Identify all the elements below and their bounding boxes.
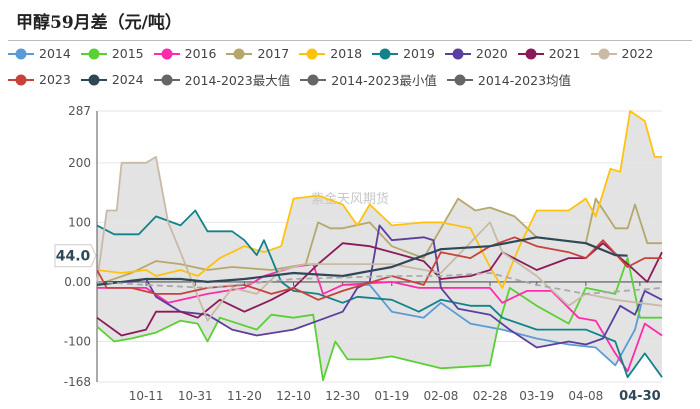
legend-item-2017[interactable]: 2017 — [226, 46, 289, 61]
legend-label: 2019 — [403, 46, 435, 61]
x-tick-label: 03-19 — [519, 389, 554, 403]
series-line-2018[interactable] — [96, 110, 662, 289]
series-line-2024[interactable] — [96, 236, 628, 286]
series-line-2017[interactable] — [96, 197, 662, 286]
y-tick-label: 200 — [68, 156, 91, 170]
legend-label: 2023 — [39, 72, 71, 87]
legend-marker-icon — [226, 48, 253, 59]
legend-item-2014-2023最小值[interactable]: 2014-2023最小值 — [300, 70, 437, 89]
legend-item-2023[interactable]: 2023 — [8, 70, 71, 89]
series-line-2019[interactable] — [96, 209, 663, 379]
legend-marker-icon — [590, 48, 617, 59]
legend-marker-icon — [153, 48, 180, 59]
y-tick-label: -100 — [64, 334, 91, 348]
legend-marker-icon — [8, 48, 34, 59]
legend-label: 2014-2023最小值 — [331, 73, 437, 88]
legend-item-2015[interactable]: 2015 — [80, 46, 144, 61]
x-tick-label: 02-08 — [423, 389, 458, 403]
legend-item-2019[interactable]: 2019 — [372, 46, 435, 61]
y-tick-label: -168 — [64, 375, 91, 389]
legend-label: 2018 — [330, 46, 363, 61]
legend-label: 2014-2023均值 — [477, 73, 572, 88]
chart-title: 甲醇59月差（元/吨） — [16, 13, 182, 33]
x-tick-label: 02-28 — [473, 389, 508, 403]
x-tick-label: 10-11 — [129, 389, 164, 403]
series-line-2015[interactable] — [96, 257, 662, 382]
legend-marker-icon — [444, 48, 471, 59]
x-tick-label: 12-10 — [276, 389, 311, 403]
legend-marker-icon — [80, 74, 107, 85]
legend-marker-icon — [153, 74, 180, 85]
legend-marker-icon — [372, 48, 399, 59]
y-tick-label: 0.00 — [64, 275, 91, 289]
legend-item-2018[interactable]: 2018 — [299, 46, 362, 61]
legend-label: 2015 — [111, 46, 144, 61]
legend-marker-icon — [80, 48, 107, 59]
y-pointer-box — [54, 244, 97, 268]
x-tick-label: 12-30 — [325, 389, 360, 403]
legend-label: 2022 — [621, 46, 654, 61]
legend-marker-icon — [8, 74, 34, 85]
y-tick-label: 100 — [68, 215, 91, 229]
legend-marker-icon — [517, 48, 544, 59]
legend-marker-icon — [446, 74, 473, 85]
legend-item-2021[interactable]: 2021 — [517, 46, 581, 61]
legend-item-2014-2023均值[interactable]: 2014-2023均值 — [446, 70, 572, 89]
series-line-2020[interactable] — [97, 224, 663, 349]
legend-item-2022[interactable]: 2022 — [590, 46, 654, 61]
legend-item-2020[interactable]: 2020 — [444, 46, 508, 61]
title-divider — [8, 40, 692, 41]
legend-label: 2024 — [111, 72, 144, 87]
series-line-2021[interactable] — [96, 242, 663, 337]
watermark: 紫金天风期货 — [311, 191, 389, 207]
legend-row-2: 2023 2024 2014-2023最大值 2014-2023最小值 2014-202… — [8, 70, 581, 89]
x-tick-label: 01-19 — [374, 389, 409, 403]
legend-marker-icon — [300, 74, 327, 85]
legend-label: 2020 — [475, 46, 508, 61]
x-tick-label: 04-08 — [568, 389, 603, 403]
legend-label: 2014-2023最大值 — [184, 73, 291, 88]
legend-item-2024[interactable]: 2024 — [80, 70, 144, 89]
legend-row-1: 2014 2015 2016 2017 2018 2019 2020 2021 2022 — [8, 46, 663, 61]
x-tick-label: 10-31 — [178, 389, 213, 403]
legend-label: 2021 — [548, 46, 581, 61]
y-tick-label: 287 — [68, 104, 91, 118]
legend-marker-icon — [299, 48, 326, 59]
x-tick-label: 04-30 — [619, 389, 661, 404]
max-min-envelope-area — [97, 111, 662, 381]
series-line-2016[interactable] — [97, 263, 663, 373]
legend-label: 2017 — [257, 46, 290, 61]
legend-item-2016[interactable]: 2016 — [153, 46, 217, 61]
legend-item-2014[interactable]: 2014 — [8, 46, 71, 61]
legend-label: 2016 — [184, 46, 217, 61]
series-line-2014-2023均值[interactable] — [96, 272, 663, 295]
series-line-2023[interactable] — [96, 236, 662, 301]
series-line-2014[interactable] — [342, 284, 644, 367]
y-pointer-value: 44.0 — [56, 249, 91, 265]
x-tick-label: 11-20 — [227, 389, 262, 403]
legend-item-2014-2023最大值[interactable]: 2014-2023最大值 — [153, 70, 291, 89]
legend-label: 2014 — [39, 46, 71, 61]
